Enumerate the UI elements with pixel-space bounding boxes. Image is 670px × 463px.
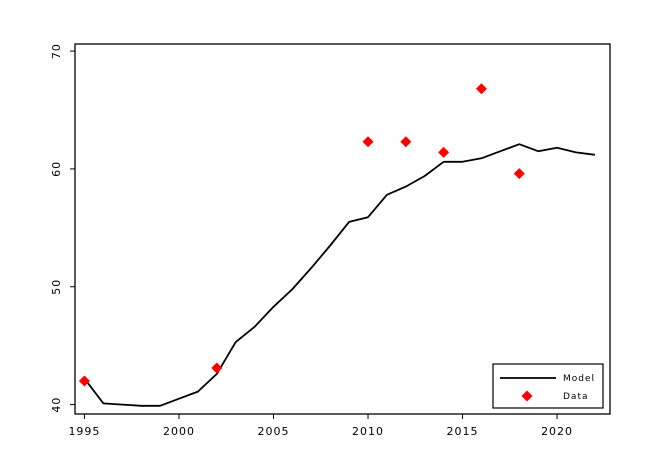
x-tick-label: 2020 (541, 425, 573, 438)
data-point (78, 375, 90, 387)
legend-box (492, 363, 604, 409)
legend-data-swatch (521, 390, 533, 402)
axes: 1995 2000 2005 2010 2015 2020 40 50 60 70 (50, 43, 573, 438)
model-line (83, 143, 596, 407)
y-tick-label: 40 (50, 397, 63, 413)
legend-model-label: Model (563, 374, 595, 384)
y-tick-label: 60 (50, 161, 63, 177)
x-tick-label: 2010 (352, 425, 384, 438)
legend: Model Data (492, 363, 604, 409)
plot-marks (78, 83, 596, 407)
legend-data-label: Data (563, 392, 589, 402)
x-tick-label: 1995 (68, 425, 100, 438)
x-tick-label: 2000 (163, 425, 195, 438)
data-point (438, 146, 450, 158)
data-point (211, 362, 223, 374)
data-point (475, 83, 487, 95)
data-point (513, 168, 525, 180)
x-tick-label: 2005 (257, 425, 289, 438)
data-point (362, 136, 374, 148)
data-point (400, 136, 412, 148)
y-tick-label: 50 (50, 279, 63, 295)
x-tick-label: 2015 (447, 425, 479, 438)
y-tick-label: 70 (50, 43, 63, 59)
